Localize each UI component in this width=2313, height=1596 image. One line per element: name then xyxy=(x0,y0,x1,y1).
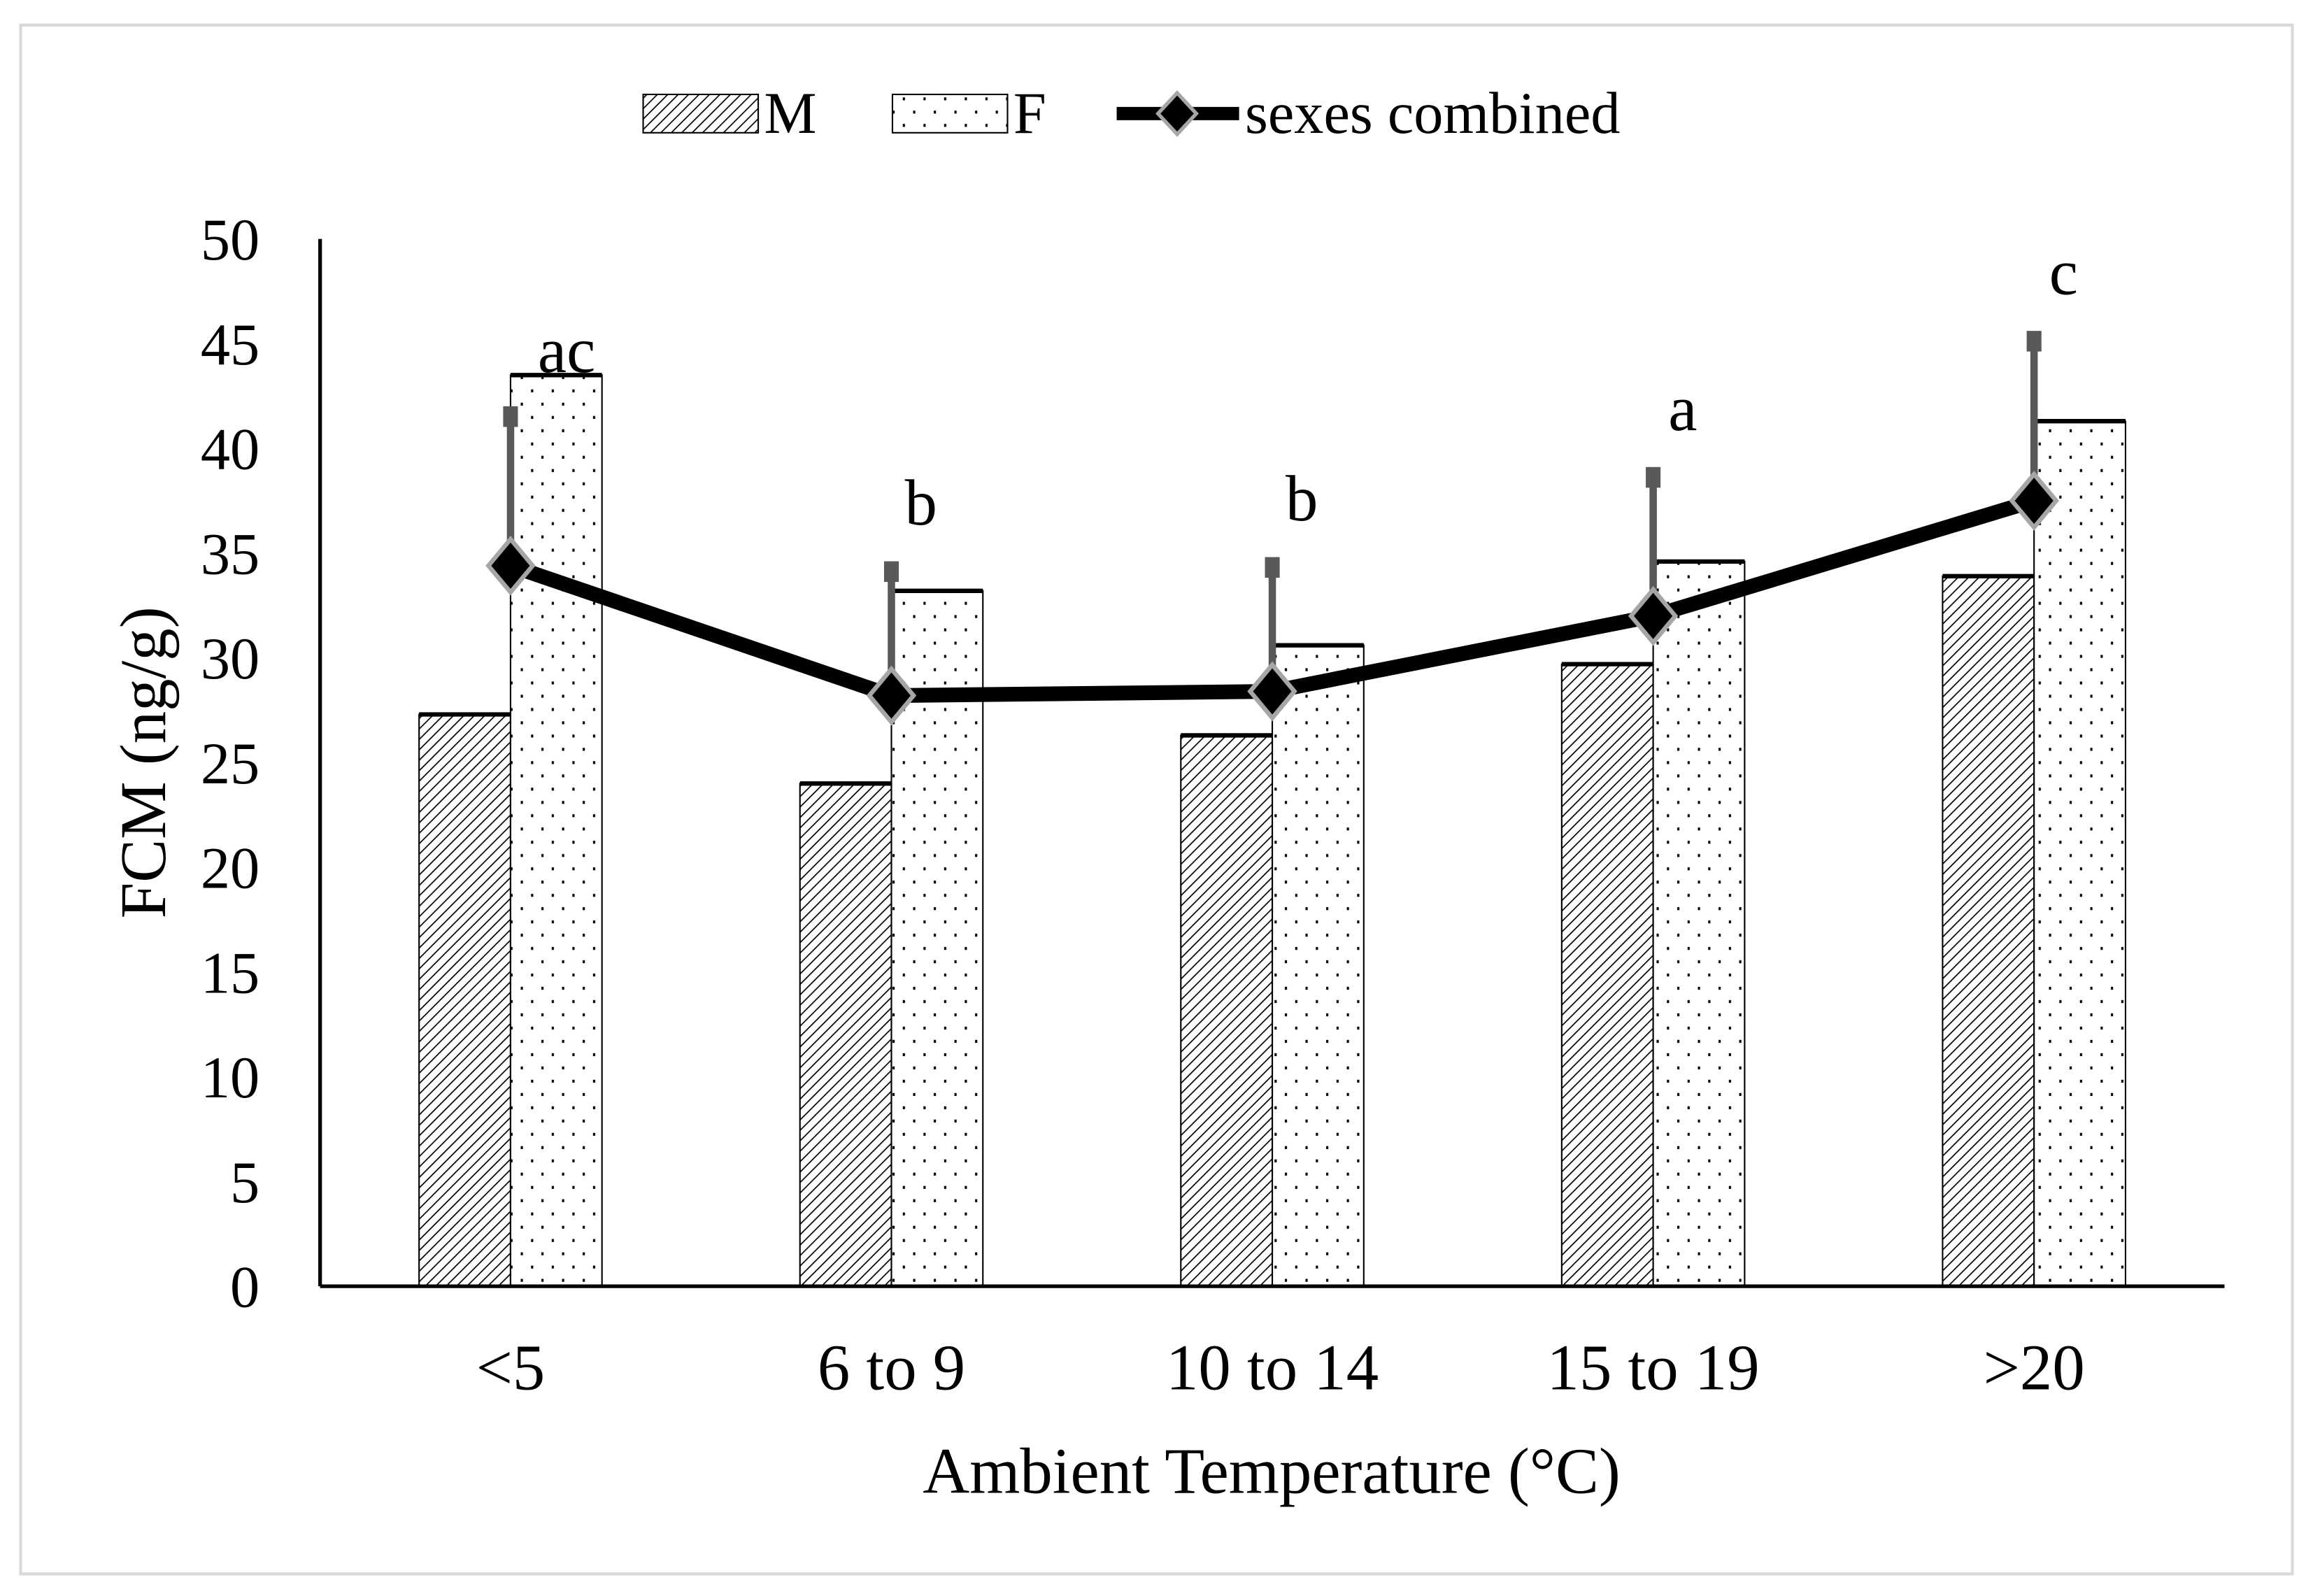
combined-marker xyxy=(485,535,536,596)
error-bar-cap xyxy=(1646,466,1661,488)
legend-label-f: F xyxy=(1013,81,1046,146)
y-tick-label: 20 xyxy=(201,836,259,902)
x-tick-label: 15 to 19 xyxy=(1547,1332,1760,1404)
x-tick-label: <5 xyxy=(476,1332,546,1404)
error-bar-cap xyxy=(883,561,899,583)
legend-label-m: M xyxy=(764,81,816,146)
bar-m xyxy=(1942,575,2035,1288)
bar-f xyxy=(1272,644,1365,1288)
y-tick-label: 30 xyxy=(201,627,259,692)
y-tick-label: 45 xyxy=(201,313,259,378)
legend: M F sexes combined xyxy=(642,81,1621,146)
error-bar-cap xyxy=(1265,557,1280,578)
bar-m xyxy=(418,713,511,1288)
y-tick-label: 35 xyxy=(201,522,259,587)
significance-letter: ac xyxy=(538,315,595,387)
significance-letter: b xyxy=(1286,463,1318,535)
significance-letter: b xyxy=(904,467,937,539)
y-tick-label: 0 xyxy=(230,1255,259,1320)
bar-f xyxy=(509,374,603,1288)
legend-swatch-m xyxy=(642,93,760,134)
combined-marker xyxy=(2009,471,2059,531)
combined-marker xyxy=(866,665,917,726)
combined-marker xyxy=(1247,661,1297,722)
legend-label-combined: sexes combined xyxy=(1245,81,1620,146)
combined-marker xyxy=(1628,585,1679,646)
y-tick-label: 5 xyxy=(230,1150,259,1216)
error-bar-cap xyxy=(503,406,518,427)
x-axis-label: Ambient Temperature (°C) xyxy=(923,1435,1621,1507)
chart-border xyxy=(19,23,2294,1576)
bar-m xyxy=(1180,734,1274,1288)
y-tick-label: 25 xyxy=(201,732,259,797)
legend-swatch-f xyxy=(891,93,1009,134)
y-tick-label: 40 xyxy=(201,418,259,483)
x-tick-label: >20 xyxy=(1984,1332,2085,1404)
y-tick-label: 10 xyxy=(201,1046,259,1111)
error-bar-cap xyxy=(2026,331,2042,352)
significance-letter: a xyxy=(1668,373,1697,445)
bar-m xyxy=(1560,663,1654,1288)
y-axis-label: FCM (ng/g) xyxy=(108,606,180,918)
x-tick-label: 10 to 14 xyxy=(1166,1332,1379,1404)
y-tick-label: 15 xyxy=(201,941,259,1006)
significance-letter: c xyxy=(2049,236,2078,308)
bar-m xyxy=(799,783,892,1288)
bar-f xyxy=(1652,560,1746,1288)
y-tick-label: 50 xyxy=(201,208,259,273)
legend-marker-diamond-icon xyxy=(1155,90,1200,137)
x-tick-label: 6 to 9 xyxy=(818,1332,965,1404)
bar-f xyxy=(2033,420,2126,1288)
